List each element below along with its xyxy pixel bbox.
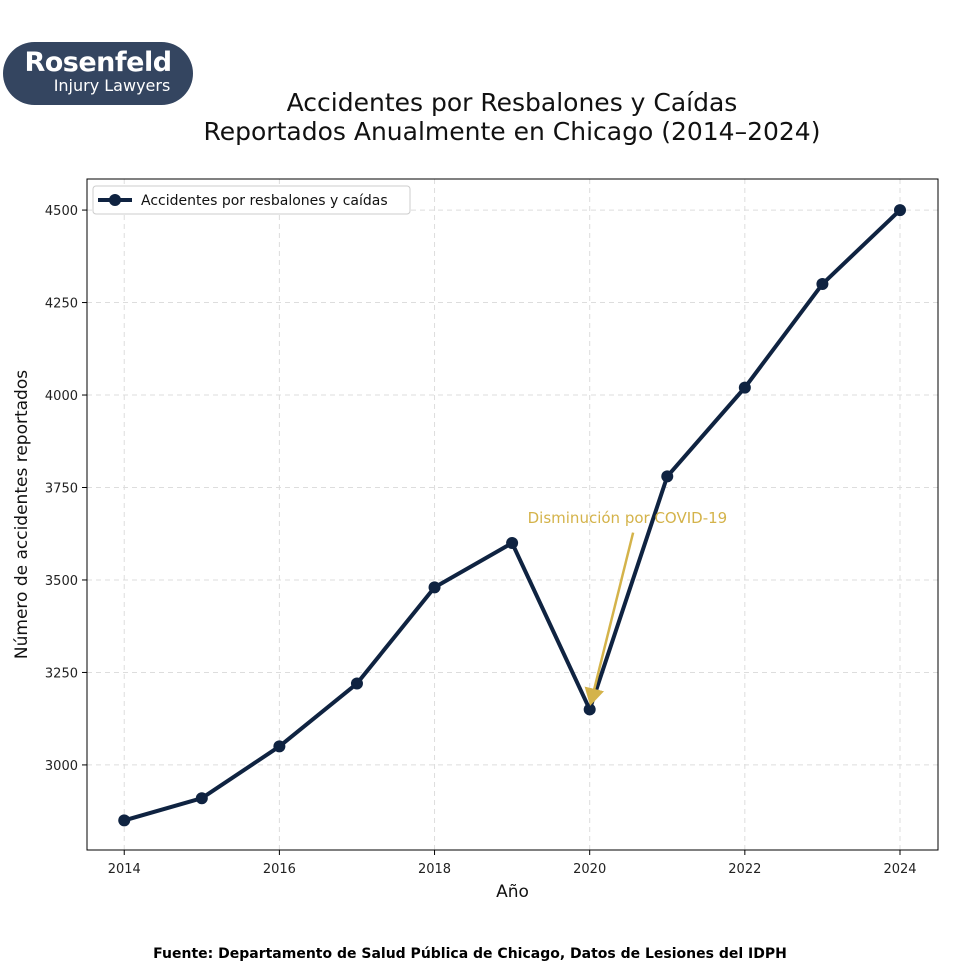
data-point xyxy=(428,581,441,594)
annotation-arrow xyxy=(584,532,635,706)
y-tick-label: 3750 xyxy=(45,481,78,496)
x-tick-label: 2022 xyxy=(728,862,761,877)
data-point xyxy=(118,814,131,827)
y-tick-label: 4500 xyxy=(45,204,78,219)
x-tick-label: 2016 xyxy=(263,862,296,877)
source-note: Fuente: Departamento de Salud Pública de… xyxy=(153,946,787,962)
data-point xyxy=(661,470,674,483)
logo: Rosenfeld Injury Lawyers xyxy=(3,42,193,105)
logo-line2: Injury Lawyers xyxy=(53,76,171,95)
x-axis-label: Año xyxy=(496,882,529,902)
y-tick-label: 3000 xyxy=(45,759,78,774)
x-tick-label: 2014 xyxy=(108,862,141,877)
data-point xyxy=(583,703,596,716)
y-tick-label: 3500 xyxy=(45,574,78,589)
legend-box xyxy=(92,185,411,215)
plot-frame xyxy=(86,178,939,851)
legend-label: Accidentes por resbalones y caídas xyxy=(141,193,388,209)
data-point xyxy=(506,536,519,549)
title-line1: Accidentes por Resbalones y Caídas xyxy=(286,88,738,117)
annotation-text: Disminución por COVID-19 xyxy=(528,509,728,527)
y-tick-label: 4000 xyxy=(45,389,78,404)
title-line2: Reportados Anualmente en Chicago (2014–2… xyxy=(203,117,821,146)
series-line xyxy=(123,208,902,823)
data-point xyxy=(195,792,208,805)
x-tick-label: 2020 xyxy=(573,862,606,877)
y-axis-label: Número de accidentes reportados xyxy=(12,370,32,659)
data-point xyxy=(273,740,286,753)
legend-marker xyxy=(109,194,121,206)
x-tick-label: 2018 xyxy=(418,862,451,877)
data-point xyxy=(738,381,751,394)
x-tick-label: 2024 xyxy=(883,862,916,877)
chart-title: Accidentes por Resbalones y Caídas Repor… xyxy=(0,88,980,146)
data-point xyxy=(350,677,363,690)
data-point xyxy=(893,204,906,217)
y-tick-label: 3250 xyxy=(45,666,78,681)
data-point xyxy=(816,278,829,291)
y-tick-label: 4250 xyxy=(45,297,78,312)
logo-line1: Rosenfeld xyxy=(24,47,172,78)
